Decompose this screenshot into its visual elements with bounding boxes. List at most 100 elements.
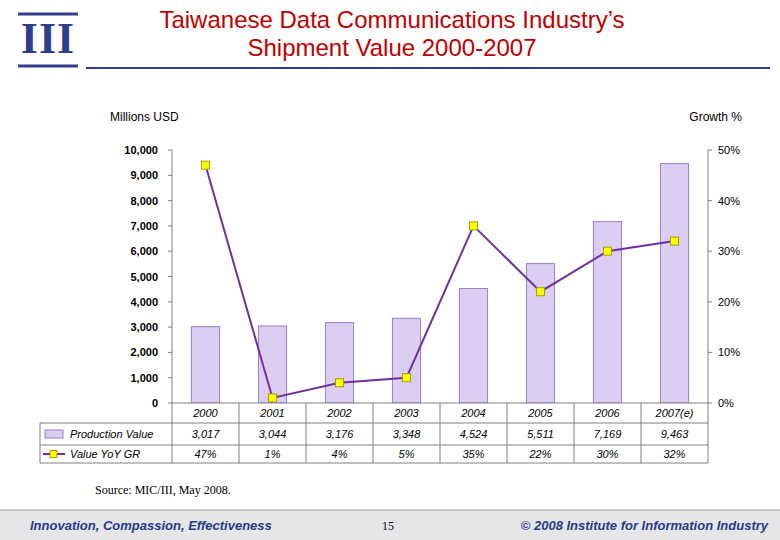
line — [206, 165, 675, 398]
table-rule — [641, 403, 642, 463]
y-tick — [168, 327, 172, 328]
table-value: 35% — [462, 448, 484, 460]
table-value: 1% — [265, 448, 281, 460]
slogan: Innovation, Compassion, Effectiveness — [30, 518, 272, 533]
table-rule — [40, 423, 708, 424]
bar — [392, 318, 420, 403]
x-tick-label: 2002 — [326, 407, 351, 419]
y-tick — [168, 276, 172, 277]
y-tick — [168, 377, 172, 378]
y2-tick-label: 50% — [718, 144, 740, 156]
y2-tick-label: 10% — [718, 346, 740, 358]
y2-tick — [708, 403, 712, 404]
bar — [191, 327, 219, 403]
y2-tick — [708, 150, 712, 151]
x-tick-label: 2001 — [259, 407, 284, 419]
y2-tick — [708, 301, 712, 302]
y2-tick — [708, 200, 712, 201]
table-value: 22% — [528, 448, 551, 460]
data-table: 20002001200220032004200520062007(e)Produ… — [40, 403, 708, 463]
x-tick-label: 2004 — [460, 407, 485, 419]
y2-axis — [708, 150, 709, 403]
table-rule — [239, 403, 240, 463]
page: {"page": {"logo": "III", "source": "Sour… — [0, 0, 780, 540]
footer-rule — [0, 510, 780, 511]
chart-svg: Millions USD Growth % 0 1,000 2,000 3,000 4,00… — [0, 0, 780, 540]
bar — [459, 289, 487, 403]
table-rule — [507, 403, 508, 463]
marker — [671, 237, 679, 245]
y2-tick — [708, 352, 712, 353]
marker — [202, 161, 210, 169]
table-value: 5,511 — [527, 428, 554, 440]
table-value: 47% — [194, 448, 216, 460]
y-tick — [168, 200, 172, 201]
y-tick — [168, 251, 172, 252]
y2-tick-label: 30% — [718, 245, 740, 257]
table-rule — [574, 403, 575, 463]
source: Source: MIC/III, May 2008. — [95, 483, 231, 497]
x-tick-label: 2007(e) — [655, 407, 694, 419]
table-value: 4% — [332, 448, 348, 460]
table-value: 32% — [663, 448, 685, 460]
y-tick-label: 3,000 — [130, 321, 158, 333]
y2-tick-label: 0% — [718, 397, 734, 409]
table-rule — [708, 403, 709, 463]
y-tick — [168, 175, 172, 176]
table-rule — [172, 403, 173, 463]
y-tick-label: 1,000 — [130, 372, 158, 384]
y2-tick-label: 20% — [718, 296, 740, 308]
table-rule — [373, 403, 374, 463]
bar — [660, 164, 688, 403]
y-tick — [168, 150, 172, 151]
header-rule — [86, 67, 770, 69]
table-rule — [440, 403, 441, 463]
y2-axis-label: Growth % — [689, 110, 742, 124]
table-value: 9,463 — [661, 428, 689, 440]
table-rule — [40, 445, 708, 446]
legend-marker — [50, 451, 57, 458]
table-value: 3,044 — [259, 428, 287, 440]
y-tick — [168, 301, 172, 302]
y2-tick — [708, 251, 712, 252]
y-tick-label: 4,000 — [130, 296, 158, 308]
x-tick-label: 2003 — [393, 407, 419, 419]
table-value: 3,176 — [326, 428, 354, 440]
table-value: 7,169 — [594, 428, 622, 440]
y-tick-label: 7,000 — [130, 220, 158, 232]
y-tick-label: 10,000 — [124, 144, 158, 156]
table-value: 3,348 — [393, 428, 421, 440]
x-tick-label: 2006 — [594, 407, 620, 419]
y-tick — [168, 352, 172, 353]
y2-tick-label: 40% — [718, 195, 740, 207]
table-value: 4,524 — [460, 428, 488, 440]
footer-band — [0, 510, 780, 540]
legend-label: Production Value — [70, 428, 153, 440]
y-tick-label: 6,000 — [130, 245, 158, 257]
copyright: © 2008 Institute for Information Industr… — [521, 518, 769, 533]
legend-label: Value YoY GR — [70, 448, 140, 460]
table-value: 5% — [399, 448, 415, 460]
logo: III — [16, 14, 80, 64]
logo-bar — [18, 13, 78, 16]
y-tick — [168, 403, 172, 404]
y-tick-label: 5,000 — [130, 271, 158, 283]
marker — [470, 222, 478, 230]
page-number: 15 — [382, 519, 394, 533]
table-value: 3,017 — [192, 428, 220, 440]
x-tick-label: 2000 — [192, 407, 218, 419]
table-rule — [40, 423, 41, 463]
y-axis-label: Millions USD — [110, 110, 179, 124]
marker — [403, 374, 411, 382]
y-tick-label: 9,000 — [130, 169, 158, 181]
marker — [336, 379, 344, 387]
table-value: 30% — [596, 448, 618, 460]
y-tick-label: 2,000 — [130, 346, 158, 358]
y-tick — [168, 225, 172, 226]
marker — [537, 288, 545, 296]
y-tick-label: 8,000 — [130, 195, 158, 207]
table-rule — [306, 403, 307, 463]
title: Taiwanese Data Communications Industry’s… — [132, 6, 652, 62]
bar — [325, 323, 353, 403]
y-tick-label: 0 — [152, 397, 158, 409]
